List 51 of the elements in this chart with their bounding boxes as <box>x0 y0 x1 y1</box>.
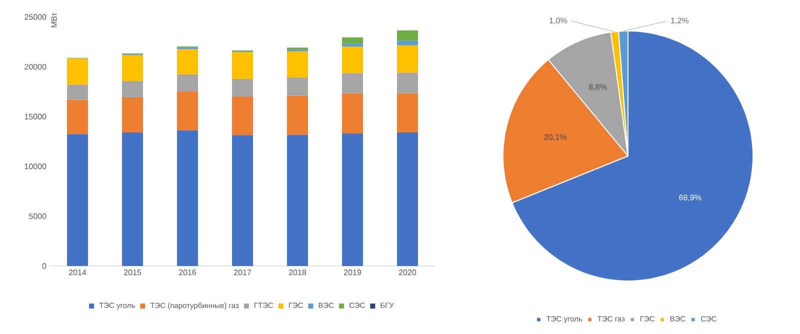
bar <box>342 73 363 94</box>
bar <box>232 135 254 266</box>
bar <box>342 46 363 74</box>
bar <box>396 45 418 73</box>
data-label: 8,8% <box>589 84 607 91</box>
data-label: 1,2% <box>671 18 689 24</box>
x-tick-label: 2019 <box>344 270 362 276</box>
bar <box>177 49 198 74</box>
x-tick-label: 2018 <box>289 270 306 276</box>
bar <box>396 40 418 46</box>
bar <box>396 132 418 266</box>
bar <box>122 97 144 133</box>
x-tick-label: 2015 <box>124 270 142 276</box>
bar <box>232 52 254 80</box>
bar <box>342 44 363 47</box>
y-axis-title: МВт <box>51 12 57 28</box>
bar <box>67 134 88 266</box>
data-label: 68,9% <box>679 194 702 202</box>
bar <box>67 58 88 85</box>
data-label: 1,0% <box>550 18 568 24</box>
bar <box>287 134 308 266</box>
bar <box>232 96 254 136</box>
data-label: 20,1% <box>544 134 566 141</box>
bar <box>287 77 308 96</box>
bar <box>342 93 363 134</box>
bar <box>287 51 308 78</box>
y-tick-label: 5000 <box>29 213 46 220</box>
bar <box>342 37 363 44</box>
bar <box>396 93 418 133</box>
bar <box>396 72 418 94</box>
x-tick-label: 2017 <box>234 270 251 276</box>
bar <box>177 74 198 92</box>
y-tick-label: 20000 <box>24 64 46 70</box>
y-tick-label: 25000 <box>24 14 46 20</box>
y-tick-label: 15000 <box>24 114 46 120</box>
bar <box>177 91 198 130</box>
bar <box>67 84 88 100</box>
bar <box>67 100 88 134</box>
bar <box>342 134 363 266</box>
bar <box>396 30 418 41</box>
x-tick-label: 2014 <box>69 270 86 276</box>
x-tick-label: 2016 <box>179 270 196 276</box>
y-tick-label: 10000 <box>24 164 46 170</box>
bar <box>122 132 144 266</box>
bar <box>177 130 198 266</box>
x-tick-label: 2020 <box>399 270 416 276</box>
bar <box>122 81 144 98</box>
bar <box>122 55 144 82</box>
bar <box>287 96 308 135</box>
y-tick-label: 0 <box>42 263 46 269</box>
bar <box>232 79 254 96</box>
